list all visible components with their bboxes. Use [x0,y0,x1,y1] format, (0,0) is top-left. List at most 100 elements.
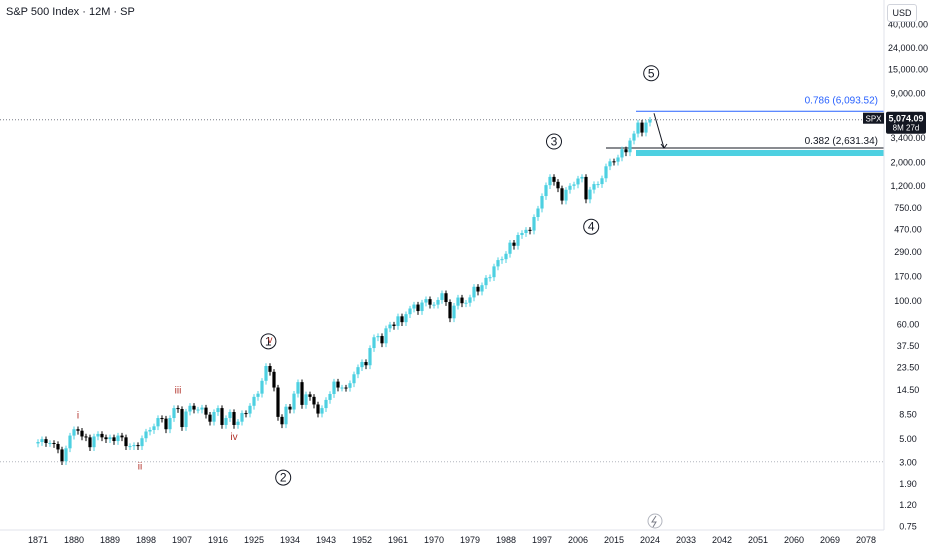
candle [168,415,172,434]
price-tag-countdown: 8M 27d [893,124,920,133]
candle [500,256,504,264]
wave-circle [643,65,660,82]
price-tag-box [886,111,926,134]
candle-body [632,133,636,141]
candle-body [148,429,152,432]
candle [352,371,356,388]
candle-body [396,316,400,326]
candle-body [228,412,232,419]
candle-body [156,418,160,427]
candle-body [444,293,448,303]
horizontal-lines: 0.786 (6,093.52) 0.382 (2,631.34) [0,95,884,463]
x-tick-label: 2060 [784,535,804,545]
candle-body [412,304,416,309]
lightning-icon-bolt [651,515,657,528]
candle [364,359,368,370]
y-tick-label: 9,000.00 [890,88,925,98]
x-tick-label: 1952 [352,535,372,545]
candle [376,333,380,342]
candle-body [508,242,512,254]
y-axis[interactable]: 40,000.0024,000.0015,000.009,000.005,400… [863,0,928,532]
candle-body [428,299,432,305]
candle [68,432,72,453]
candle-body [644,122,648,133]
candle [484,275,488,290]
x-tick-label: 1898 [136,535,156,545]
candle-body [212,412,216,422]
candle [356,364,360,379]
candle [296,379,300,398]
currency-button[interactable]: USD [887,4,917,22]
x-tick-label: 1979 [460,535,480,545]
candle-body [92,436,96,448]
y-tick-label: 1.20 [899,500,917,510]
candle [184,408,188,431]
candle [152,423,156,434]
candle-body [432,304,436,306]
candle [280,414,284,429]
candle-body [636,122,640,134]
x-axis[interactable]: 1871 1880 1889 1898 1907 1916 1925 1934 1943 1952… [0,529,884,545]
candle [588,186,592,204]
candle-body [204,407,208,415]
candle [476,284,480,296]
candle [108,434,112,443]
y-tick-label: 750.00 [894,203,922,213]
candle [424,296,428,307]
candle [132,442,136,450]
y-tick-label: 0.75 [899,522,917,532]
candle [36,439,40,448]
candle-body [512,242,516,246]
candle [540,193,544,213]
candle-body [272,371,276,388]
candle [64,445,68,466]
candle-body [372,337,376,349]
lightning-icon[interactable] [647,513,663,529]
candle-body [612,161,616,163]
candle-body [568,185,572,190]
candle-body [528,229,532,231]
candle-body [128,446,132,448]
candle [440,290,444,304]
wave-circle [260,333,277,350]
candle-body [448,302,452,319]
candle-body [468,297,472,303]
candle-body [628,140,632,153]
candle-body [132,445,136,447]
candle-body [472,286,476,298]
candle [180,406,184,431]
candle-body [80,430,84,437]
subwave-label: iv [230,432,237,443]
candle [196,406,200,414]
candle-body [640,122,644,133]
candle [616,154,620,166]
candle [136,442,140,450]
y-tick-label: 37.50 [897,341,920,351]
candle [520,230,524,239]
candle [648,117,652,127]
candle-body [608,161,612,167]
candle-body [88,437,92,448]
candle [620,146,624,162]
wave-marker-3: 3 [546,133,562,150]
x-tick-label: 1925 [244,535,264,545]
wave-label: 3 [551,135,558,149]
candle [176,405,180,413]
candle [368,345,372,370]
subwave-label: v [268,335,273,346]
candle-body [332,381,336,394]
candle-body [648,119,652,123]
candle [112,434,116,445]
candle [556,179,560,193]
candle [276,384,280,421]
wave-circle [583,218,600,235]
candle [468,294,472,307]
candle [124,434,128,450]
candle [400,313,404,327]
candle-body [524,229,528,233]
candle [380,333,384,348]
candle [568,183,572,194]
candle [144,428,148,443]
candle [544,182,548,200]
